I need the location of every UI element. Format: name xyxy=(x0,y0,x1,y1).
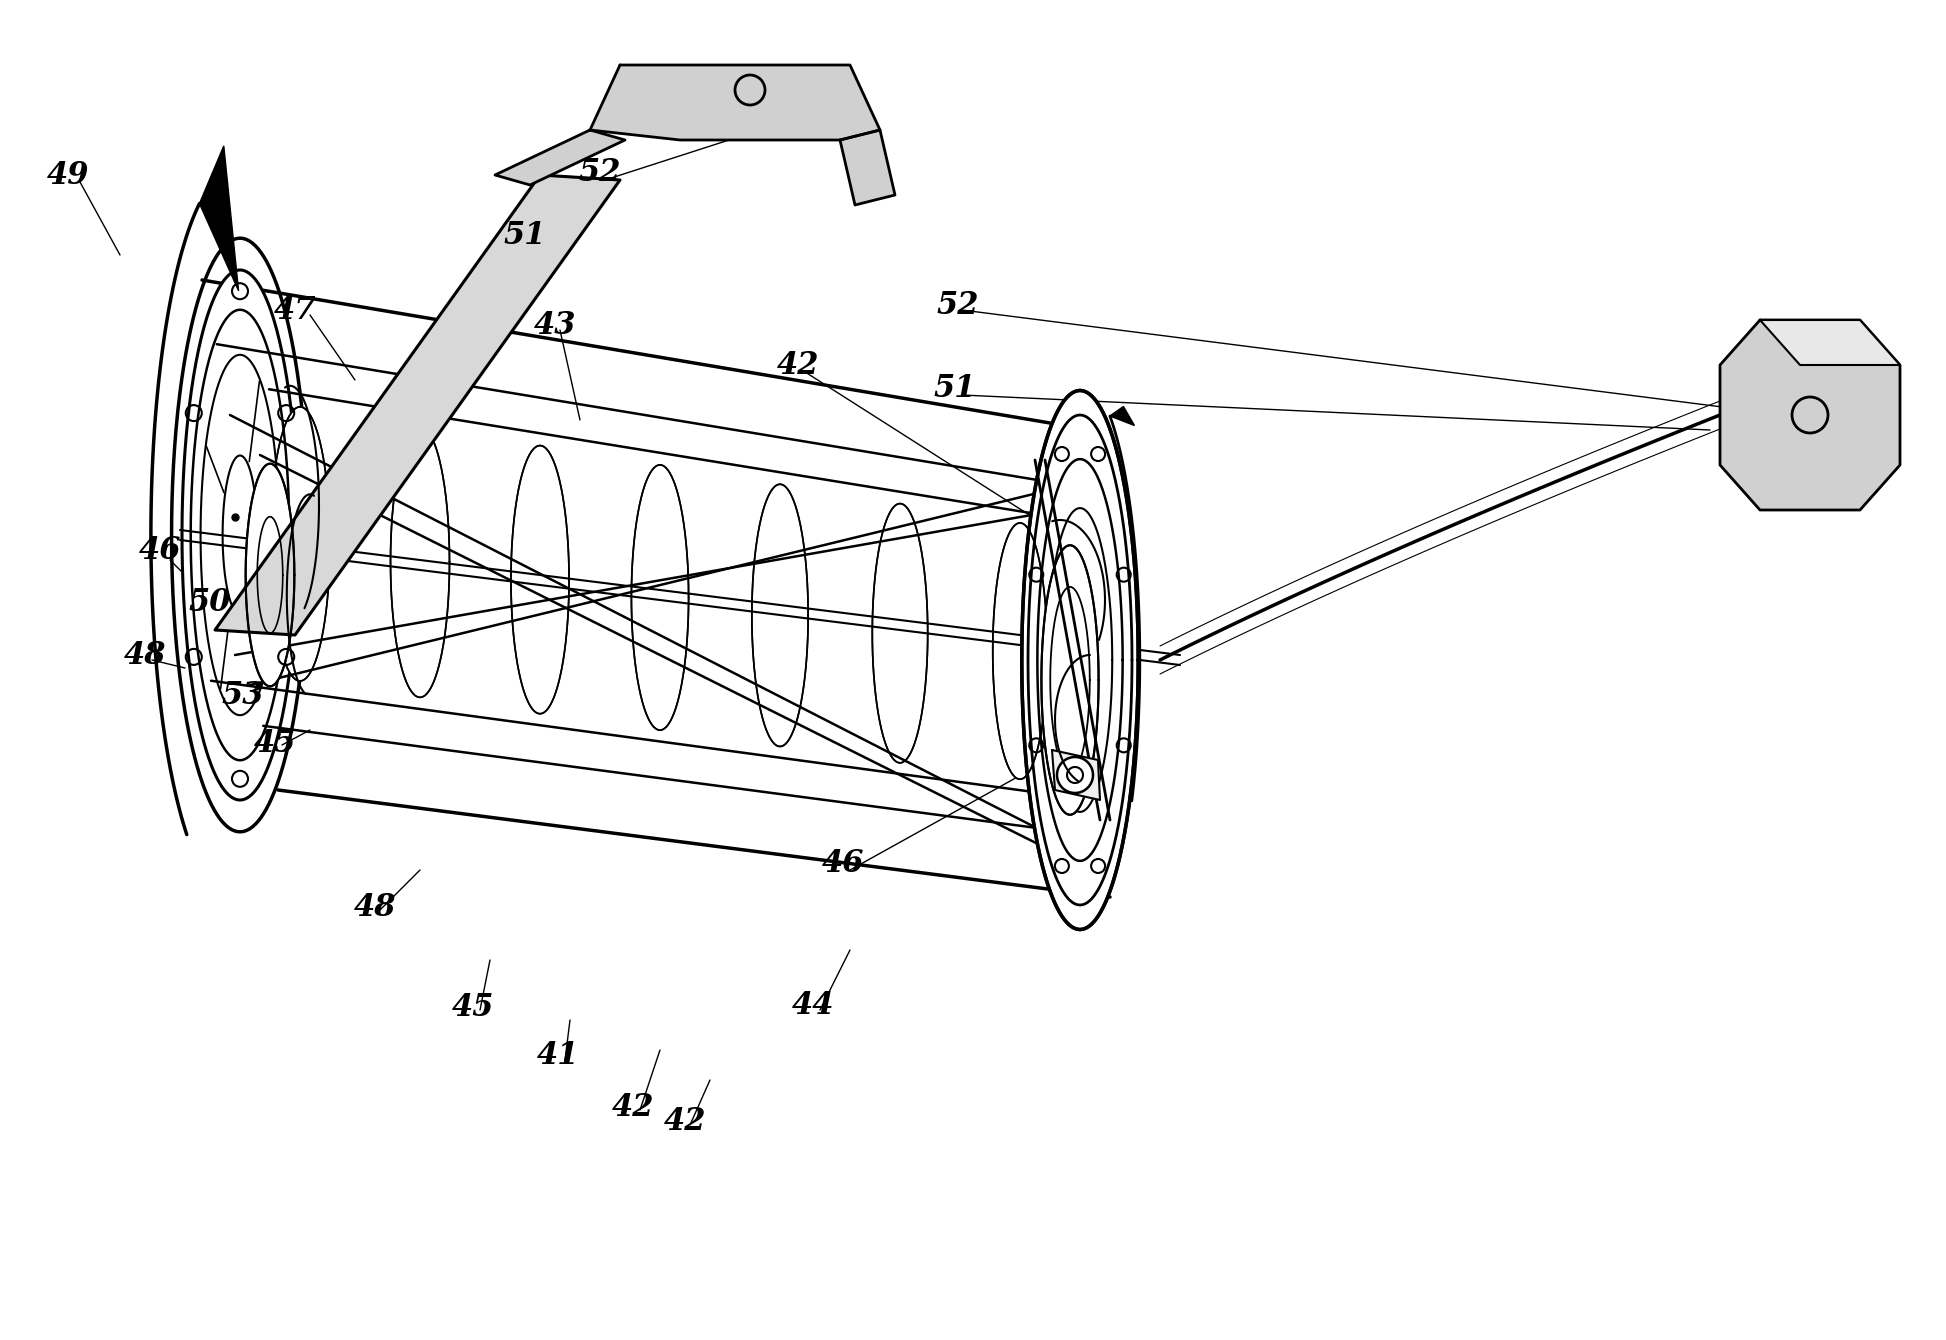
Text: 42: 42 xyxy=(664,1107,706,1138)
Text: 45: 45 xyxy=(253,728,296,758)
Polygon shape xyxy=(391,426,450,697)
Text: 51: 51 xyxy=(504,220,547,251)
Text: 49: 49 xyxy=(47,159,90,190)
Text: 42: 42 xyxy=(611,1092,654,1123)
Text: 46: 46 xyxy=(138,535,181,565)
Text: 45: 45 xyxy=(451,992,494,1022)
Polygon shape xyxy=(1041,545,1099,815)
Text: 47: 47 xyxy=(274,295,317,326)
Polygon shape xyxy=(1022,390,1138,930)
Polygon shape xyxy=(198,146,239,291)
Polygon shape xyxy=(171,239,307,832)
Polygon shape xyxy=(841,130,895,205)
Polygon shape xyxy=(512,446,568,714)
Polygon shape xyxy=(214,176,621,635)
Text: 43: 43 xyxy=(533,310,576,340)
Polygon shape xyxy=(1109,406,1135,426)
Text: 51: 51 xyxy=(934,373,977,403)
Polygon shape xyxy=(270,407,331,681)
Text: 46: 46 xyxy=(821,847,864,879)
Text: 41: 41 xyxy=(537,1040,580,1071)
Polygon shape xyxy=(1720,320,1899,511)
Polygon shape xyxy=(872,504,928,762)
Text: 48: 48 xyxy=(125,639,165,670)
Text: 42: 42 xyxy=(776,350,819,381)
Polygon shape xyxy=(183,269,298,800)
Polygon shape xyxy=(494,130,625,185)
Polygon shape xyxy=(631,465,689,730)
Polygon shape xyxy=(992,523,1047,780)
Text: 52: 52 xyxy=(578,157,621,188)
Polygon shape xyxy=(751,484,808,746)
Text: 48: 48 xyxy=(354,891,397,922)
Polygon shape xyxy=(245,464,294,686)
Text: 50: 50 xyxy=(189,587,232,618)
Text: 44: 44 xyxy=(792,989,835,1021)
Polygon shape xyxy=(1759,320,1899,364)
Polygon shape xyxy=(590,66,880,139)
Text: 53: 53 xyxy=(222,679,265,710)
Polygon shape xyxy=(1053,750,1099,800)
Polygon shape xyxy=(1057,757,1094,793)
Text: 52: 52 xyxy=(936,289,979,320)
